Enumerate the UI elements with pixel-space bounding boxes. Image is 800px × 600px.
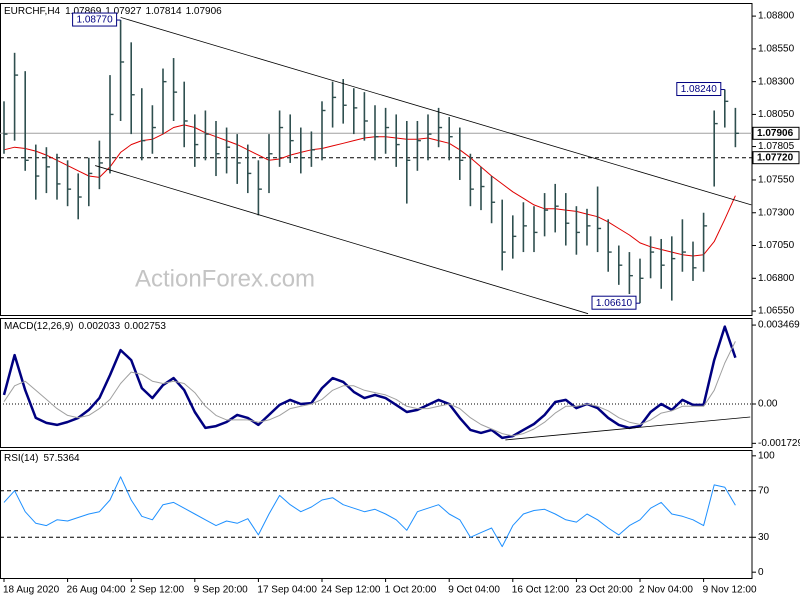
header-value: 0.002033: [78, 321, 120, 332]
y-tick-label: 0.003469: [758, 320, 800, 331]
annotation-box: [591, 295, 637, 310]
y-tick-label: 1.08050: [758, 109, 795, 120]
header-value: 0.002753: [124, 321, 166, 332]
y-tick-label: 1.07805: [758, 141, 795, 152]
header-value: 57.5364: [43, 453, 80, 464]
indicator-line: [3, 124, 736, 257]
y-tick-label: 1.06550: [758, 306, 795, 317]
trend-line: [505, 416, 751, 441]
trend-line: [95, 165, 589, 315]
level-label: 1.07720: [757, 152, 794, 163]
x-tick-label: 17 Sep 04:00: [257, 585, 317, 596]
annotation-label: 1.06610: [596, 298, 633, 309]
panel-frame: [0, 318, 753, 448]
indicator-line: [3, 476, 736, 548]
y-tick-label: 1.08550: [758, 44, 795, 55]
indicator-line: [2, 325, 737, 440]
y-tick-label: 1.08300: [758, 76, 795, 87]
y-tick-label: 0.00: [758, 399, 778, 410]
x-tick-label: 2 Nov 04:00: [639, 585, 693, 596]
indicator-name: MACD(12,26,9): [4, 321, 73, 332]
header-value: 1.07927: [105, 6, 142, 17]
annotation-box: [676, 82, 722, 97]
y-tick-label: 1.07300: [758, 207, 795, 218]
x-tick-label: 26 Aug 04:00: [67, 585, 126, 596]
header-value: 1.07869: [65, 6, 102, 17]
indicator-name: RSI(14): [4, 453, 38, 464]
x-tick-label: 16 Oct 12:00: [512, 585, 570, 596]
header-value: 1.07814: [145, 6, 182, 17]
panel-frame: [0, 450, 753, 579]
x-tick-label: 9 Oct 04:00: [448, 585, 500, 596]
x-tick-label: 9 Sep 20:00: [194, 585, 248, 596]
y-tick-label: 1.08800: [758, 11, 795, 22]
y-tick-label: 30: [758, 532, 770, 543]
header-value: 1.07906: [186, 6, 223, 17]
y-tick-label: -0.001729: [758, 438, 800, 449]
panel-header: RSI(14) 57.5364: [4, 453, 80, 464]
y-tick-label: 0: [758, 567, 764, 578]
panel-header: MACD(12,26,9) 0.002033 0.002753: [4, 321, 166, 332]
level-label-box: [752, 126, 800, 140]
annotation-box: [72, 12, 118, 27]
y-tick-label: 1.07550: [758, 175, 795, 186]
indicator-name: EURCHF,H4: [4, 6, 61, 17]
trend-line: [120, 17, 752, 206]
y-tick-label: 100: [758, 450, 775, 461]
annotation-label: 1.08240: [681, 84, 718, 95]
x-tick-label: 9 Nov 12:00: [703, 585, 757, 596]
x-tick-label: 1 Oct 20:00: [385, 585, 437, 596]
y-tick-label: 70: [758, 485, 770, 496]
watermark: ActionForex.com: [135, 265, 315, 292]
panel-frame: [0, 3, 753, 316]
panel-header: EURCHF,H4 1.07869 1.07927 1.07814 1.07906: [4, 6, 222, 17]
y-tick-label: 1.07050: [758, 240, 795, 251]
x-tick-label: 2 Sep 12:00: [130, 585, 184, 596]
indicator-line: [3, 341, 736, 437]
x-tick-label: 24 Sep 12:00: [321, 585, 381, 596]
x-tick-label: 18 Aug 2020: [3, 585, 60, 596]
x-tick-label: 23 Oct 20:00: [575, 585, 633, 596]
level-label: 1.07906: [757, 128, 794, 139]
level-label-box: [752, 151, 800, 165]
y-tick-label: 1.06800: [758, 273, 795, 284]
annotation-label: 1.08770: [77, 15, 114, 26]
